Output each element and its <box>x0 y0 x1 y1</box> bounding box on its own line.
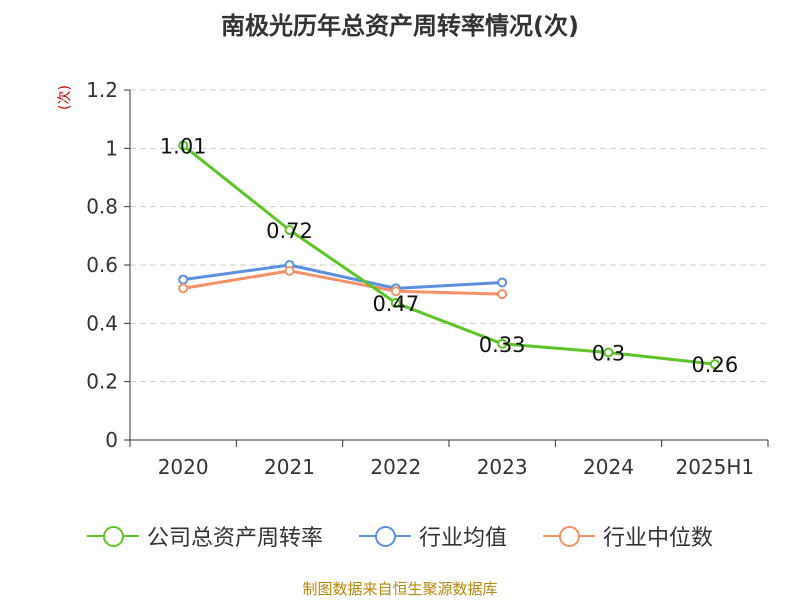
data-source-note: 制图数据来自恒生聚源数据库 <box>302 580 498 598</box>
data-label: 1.01 <box>160 134 207 158</box>
x-tick-label: 2020 <box>158 455 209 479</box>
x-tick-label: 2022 <box>370 455 421 479</box>
data-point <box>178 283 189 294</box>
data-point <box>603 347 614 358</box>
y-tick-label: 0.2 <box>86 370 118 394</box>
x-tick-label: 2023 <box>477 455 528 479</box>
data-label: 0.47 <box>372 292 419 316</box>
legend-item-industry-median[interactable]: 行业中位数 <box>543 520 713 552</box>
data-point <box>284 265 295 276</box>
y-tick-label: 0.4 <box>86 311 118 335</box>
y-tick-label: 1.2 <box>86 78 118 102</box>
data-point <box>178 140 189 151</box>
data-point <box>497 289 508 300</box>
legend: 公司总资产周转率 行业均值 行业中位数 <box>0 520 800 552</box>
data-point <box>497 338 508 349</box>
legend-marker-company <box>86 525 139 547</box>
y-tick-label: 0 <box>105 428 118 452</box>
data-point <box>284 225 295 235</box>
legend-label-industry-median: 行业中位数 <box>603 526 714 551</box>
y-tick-label: 1 <box>105 136 118 160</box>
data-label: 0.26 <box>691 353 738 377</box>
legend-item-company[interactable]: 公司总资产周转率 <box>86 520 323 552</box>
data-label: 0.72 <box>266 219 313 243</box>
legend-marker-industry-mean <box>358 525 411 547</box>
x-tick-label: 2025H1 <box>675 455 754 479</box>
y-tick-label: 0.8 <box>86 195 118 219</box>
legend-label-company: 公司总资产周转率 <box>146 526 323 551</box>
data-point <box>497 277 508 288</box>
data-label: 0.3 <box>592 342 625 366</box>
chart-title: 南极光历年总资产周转率情况(次) <box>221 12 579 40</box>
x-tick-label: 2021 <box>264 455 315 479</box>
data-point <box>709 359 720 370</box>
data-point <box>390 297 401 308</box>
data-point <box>178 274 189 285</box>
series-line <box>182 144 715 366</box>
legend-item-industry-mean[interactable]: 行业均值 <box>358 520 507 552</box>
legend-label-industry-mean: 行业均值 <box>418 526 507 551</box>
legend-marker-industry-median <box>543 525 595 547</box>
x-tick-label: 2024 <box>583 455 634 479</box>
series-line <box>182 263 503 290</box>
y-tick-label: 0.6 <box>86 253 118 277</box>
data-label: 0.33 <box>479 333 526 357</box>
data-point <box>390 286 401 297</box>
series-line <box>182 269 503 296</box>
